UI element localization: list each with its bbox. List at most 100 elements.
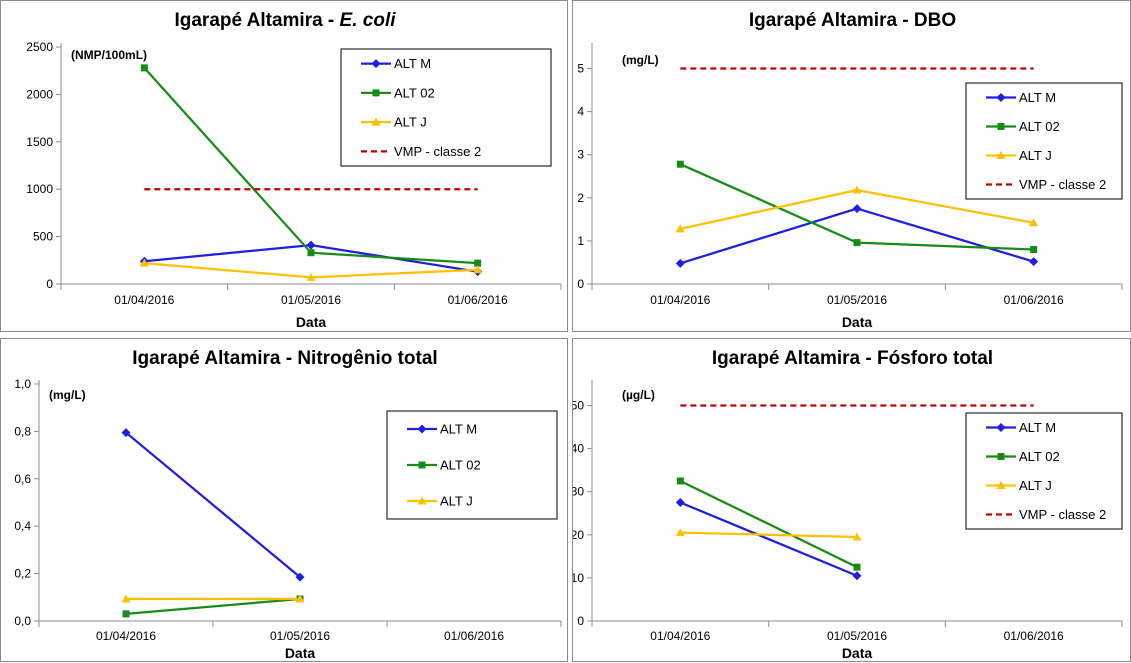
data-point bbox=[139, 258, 149, 267]
legend: ALT M ALT 02 ALT J VMP - classe 2 bbox=[340, 48, 552, 167]
y-tick-label: 0,6 bbox=[14, 472, 31, 486]
legend-marker bbox=[417, 424, 427, 434]
data-point bbox=[122, 610, 130, 618]
series-alt-02 bbox=[676, 477, 861, 571]
chart-svg: Igarapé Altamira - DBO (mg/L) 0 1 2 3 4 5 01/04/… bbox=[577, 10, 1123, 330]
legend-label: ALT J bbox=[1019, 478, 1052, 493]
legend-label: ALT 02 bbox=[394, 85, 435, 100]
legend-box bbox=[965, 412, 1123, 530]
legend-item-alt-j: ALT J bbox=[986, 148, 1052, 163]
series-alt-j bbox=[139, 258, 483, 281]
chart-title: Igarapé Altamira - Nitrogênio total bbox=[132, 348, 437, 369]
x-axis-label: Data bbox=[296, 314, 327, 330]
chart-nitrogenio: Igarapé Altamira - Nitrogênio total (mg/L… bbox=[0, 338, 568, 662]
legend-marker bbox=[996, 93, 1006, 102]
y-tick-label: 0,4 bbox=[14, 519, 31, 533]
legend-label: ALT M bbox=[394, 56, 431, 71]
data-point bbox=[121, 594, 131, 603]
legend: ALT M ALT 02 ALT J VMP - classe 2 bbox=[965, 82, 1123, 200]
unit-label: (mg/L) bbox=[49, 388, 86, 402]
legend: ALT M ALT 02 ALT J VMP - classe 2 bbox=[965, 412, 1123, 530]
chart-title: Igarapé Altamira - E. coli bbox=[174, 10, 396, 31]
legend-item-alt-02: ALT 02 bbox=[361, 85, 435, 100]
series-line bbox=[679, 501, 858, 577]
y-tick-label: 0,2 bbox=[14, 567, 31, 581]
y-tick-label: 2500 bbox=[26, 40, 53, 54]
x-tick-label: 01/06/2016 bbox=[444, 629, 504, 643]
legend-label: ALT 02 bbox=[1019, 449, 1060, 464]
y-tick-label: 10 bbox=[573, 571, 584, 585]
series-alt-m bbox=[675, 204, 1039, 268]
legend-item-vmp-classe-2: VMP - classe 2 bbox=[361, 144, 481, 159]
legend-label: VMP - classe 2 bbox=[1019, 177, 1106, 192]
unit-label: (mg/L) bbox=[622, 53, 659, 67]
y-tick-label: 0,8 bbox=[14, 424, 31, 438]
y-tick-label: 1000 bbox=[26, 182, 53, 196]
legend-item-vmp-classe-2: VMP - classe 2 bbox=[986, 177, 1106, 192]
data-point bbox=[852, 571, 862, 581]
legend-marker bbox=[997, 123, 1005, 130]
data-point bbox=[1030, 246, 1038, 254]
y-tick-label: 5 bbox=[577, 62, 584, 76]
x-tick-label: 01/04/2016 bbox=[650, 293, 710, 307]
data-point bbox=[675, 224, 685, 233]
series-line bbox=[125, 431, 301, 579]
legend-item-alt-m: ALT M bbox=[986, 420, 1056, 435]
data-point bbox=[853, 563, 861, 571]
legend-marker bbox=[371, 59, 381, 69]
x-tick-label: 01/05/2016 bbox=[270, 629, 330, 643]
legend-label: ALT J bbox=[394, 115, 427, 130]
legend-item-alt-j: ALT J bbox=[986, 478, 1052, 493]
y-tick-label: 50 bbox=[573, 399, 584, 413]
series-alt-j bbox=[675, 528, 862, 541]
legend-marker bbox=[997, 453, 1005, 460]
legend-label: ALT J bbox=[1019, 148, 1052, 163]
legend-item-alt-02: ALT 02 bbox=[986, 119, 1060, 134]
x-tick-label: 01/06/2016 bbox=[448, 293, 508, 307]
data-point bbox=[295, 594, 305, 603]
legend-label: ALT M bbox=[1019, 90, 1056, 105]
data-point bbox=[474, 259, 482, 267]
legend-marker bbox=[996, 151, 1006, 159]
x-axis-label: Data bbox=[842, 645, 873, 661]
legend-item-alt-02: ALT 02 bbox=[986, 449, 1060, 464]
legend-label: VMP - classe 2 bbox=[1019, 507, 1106, 522]
chart-fosforo: Igarapé Altamira - Fósforo total (µg/L) 0 1… bbox=[572, 338, 1131, 662]
legend-label: ALT 02 bbox=[1019, 119, 1060, 134]
legend-marker bbox=[418, 461, 426, 469]
series-alt-02 bbox=[140, 64, 482, 267]
data-point bbox=[852, 185, 862, 194]
series-alt-m bbox=[121, 428, 305, 582]
data-point bbox=[121, 428, 131, 438]
data-point bbox=[295, 572, 305, 582]
data-point bbox=[675, 498, 685, 507]
data-point bbox=[852, 532, 862, 541]
legend-box bbox=[965, 82, 1123, 200]
x-tick-label: 01/04/2016 bbox=[114, 293, 174, 307]
series-line bbox=[679, 479, 858, 569]
y-tick-label: 4 bbox=[577, 105, 584, 119]
data-point bbox=[306, 240, 316, 250]
data-point bbox=[852, 204, 862, 214]
x-tick-label: 01/05/2016 bbox=[827, 293, 887, 307]
x-tick-label: 01/06/2016 bbox=[1004, 293, 1064, 307]
y-tick-label: 1 bbox=[577, 234, 584, 248]
data-point bbox=[1029, 257, 1039, 267]
y-tick-label: 40 bbox=[573, 442, 584, 456]
legend-marker bbox=[417, 496, 427, 505]
x-tick-label: 01/05/2016 bbox=[281, 293, 341, 307]
legend-item-alt-m: ALT M bbox=[407, 422, 477, 437]
data-point bbox=[307, 249, 315, 257]
legend-item-alt-j: ALT J bbox=[407, 494, 473, 509]
y-tick-label: 0 bbox=[577, 614, 584, 628]
data-point bbox=[473, 265, 483, 274]
data-point bbox=[140, 64, 148, 72]
series-alt-j bbox=[121, 594, 305, 603]
y-tick-label: 30 bbox=[573, 485, 584, 499]
data-point bbox=[675, 258, 685, 268]
series-line bbox=[125, 597, 301, 616]
chart-svg: Igarapé Altamira - Nitrogênio total (mg/L… bbox=[14, 348, 562, 661]
x-tick-label: 01/04/2016 bbox=[650, 629, 710, 643]
data-point bbox=[306, 272, 316, 281]
legend-item-alt-j: ALT J bbox=[361, 115, 427, 130]
